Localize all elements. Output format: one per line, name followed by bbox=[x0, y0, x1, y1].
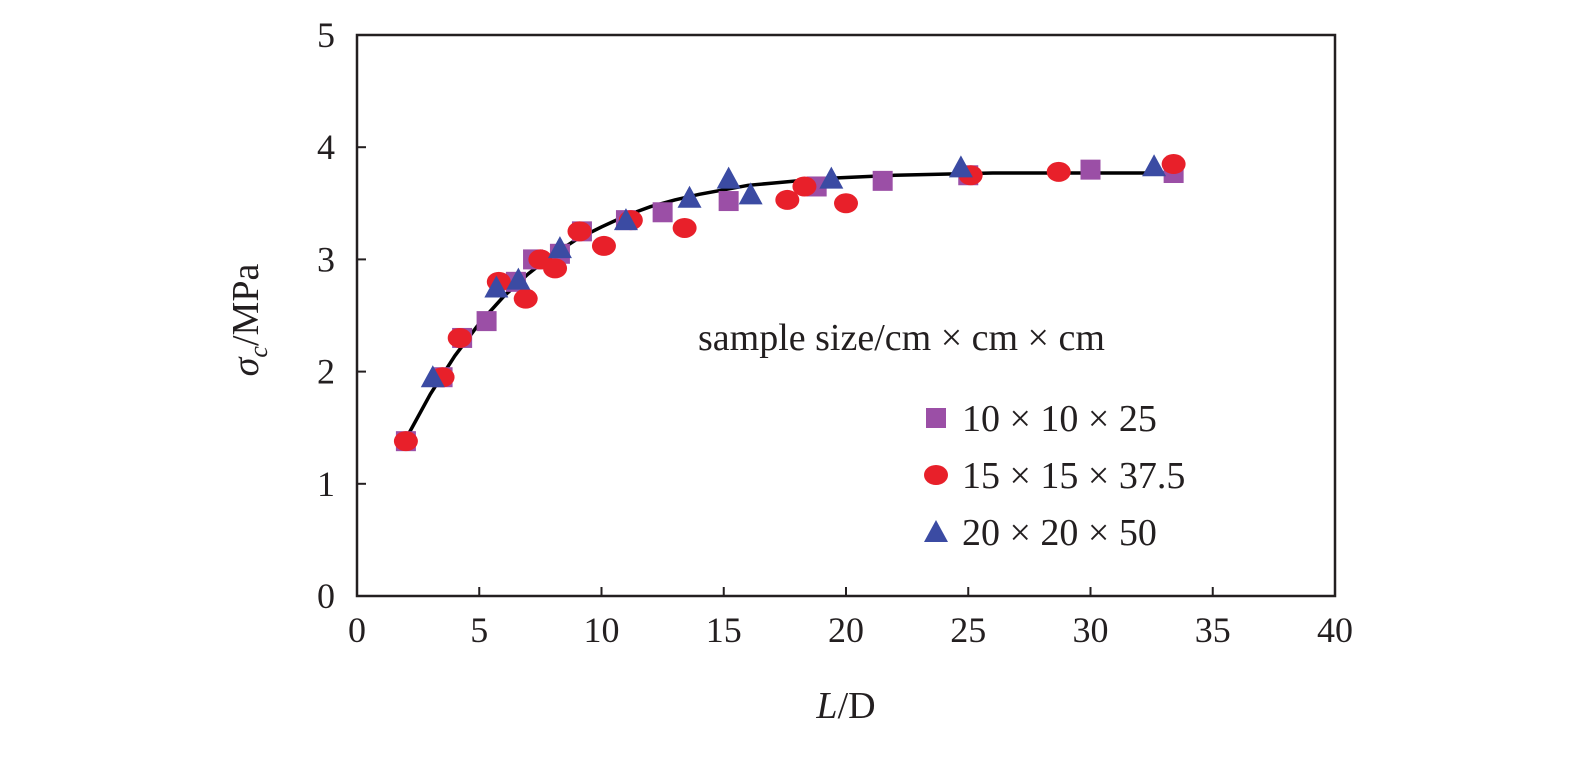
circle-point bbox=[834, 193, 858, 214]
circle-point bbox=[447, 327, 472, 348]
triangle-point bbox=[738, 182, 763, 205]
y-axis-subscript: c bbox=[244, 346, 273, 358]
x-tick-label: 5 bbox=[470, 610, 488, 650]
x-axis-title: L/D bbox=[815, 685, 875, 727]
circle-point bbox=[543, 258, 568, 279]
legend-title: sample size/cm × cm × cm bbox=[698, 317, 1105, 359]
circle-point bbox=[393, 431, 418, 452]
x-tick-label: 40 bbox=[1317, 610, 1353, 650]
x-tick-label: 10 bbox=[584, 610, 620, 650]
plot-frame bbox=[355, 33, 1337, 598]
data-points bbox=[393, 154, 1186, 452]
y-tick-label: 0 bbox=[317, 576, 335, 616]
y-tick-label: 3 bbox=[317, 239, 335, 279]
triangle-point bbox=[819, 166, 844, 189]
circle-point bbox=[1046, 161, 1071, 182]
triangle-point bbox=[420, 365, 445, 388]
circle-point bbox=[513, 288, 538, 309]
circle-point bbox=[1161, 154, 1186, 175]
y-axis-symbol: σ bbox=[225, 356, 267, 376]
legend-triangle-marker bbox=[924, 520, 948, 542]
triangle-point bbox=[506, 267, 531, 290]
circle-point bbox=[792, 176, 817, 197]
square-point bbox=[652, 202, 673, 223]
square-point bbox=[1080, 159, 1101, 180]
x-tick-label: 25 bbox=[950, 610, 986, 650]
axis-ticks: 0 5 10 15 20 25 30 35 40 0 1 2 3 4 5 bbox=[317, 15, 1353, 650]
triangle-point bbox=[948, 155, 973, 178]
triangle-point bbox=[484, 275, 509, 298]
legend-circle-marker bbox=[924, 465, 948, 485]
y-tick-label: 1 bbox=[317, 464, 335, 504]
y-tick-label: 5 bbox=[317, 15, 335, 55]
circle-point bbox=[591, 235, 616, 256]
x-tick-label: 0 bbox=[348, 610, 366, 650]
legend-label: 15 × 15 × 37.5 bbox=[962, 455, 1185, 497]
legend-label: 20 × 20 × 50 bbox=[962, 512, 1157, 554]
circle-point bbox=[567, 221, 592, 242]
legend: 10 × 10 × 25 15 × 15 × 37.5 20 × 20 × 50 bbox=[924, 398, 1185, 554]
y-axis-unit: /MPa bbox=[225, 264, 267, 346]
x-tick-label: 15 bbox=[706, 610, 742, 650]
x-axis-rest: /D bbox=[838, 685, 876, 727]
triangle-point bbox=[613, 208, 638, 231]
y-axis-title: σc/MPa bbox=[225, 264, 273, 377]
triangle-point bbox=[547, 236, 572, 259]
y-tick-label: 2 bbox=[317, 352, 335, 392]
square-point bbox=[718, 191, 739, 212]
triangle-point bbox=[1142, 154, 1167, 177]
square-point bbox=[872, 170, 893, 191]
x-axis-italic: L bbox=[815, 685, 837, 727]
x-tick-label: 35 bbox=[1195, 610, 1231, 650]
square-point bbox=[476, 311, 497, 332]
circle-point bbox=[775, 189, 800, 210]
legend-square-marker bbox=[926, 408, 946, 428]
legend-label: 10 × 10 × 25 bbox=[962, 398, 1157, 440]
x-tick-label: 30 bbox=[1073, 610, 1109, 650]
triangle-point bbox=[677, 185, 702, 208]
triangle-point bbox=[716, 166, 741, 189]
y-tick-label: 4 bbox=[317, 127, 335, 167]
circle-point bbox=[672, 217, 697, 238]
x-tick-label: 20 bbox=[828, 610, 864, 650]
